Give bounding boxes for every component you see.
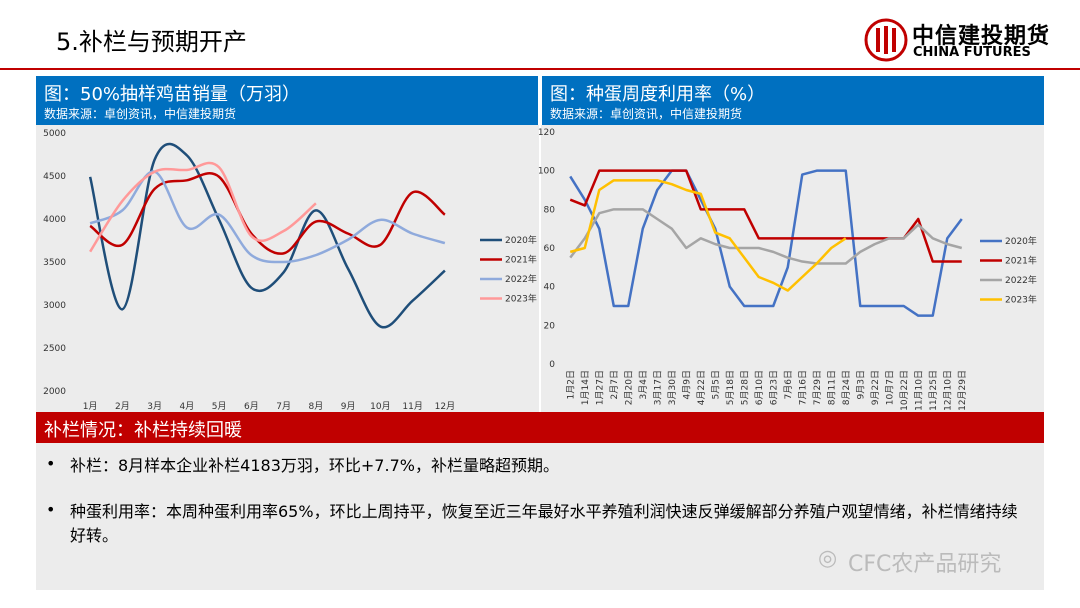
x-tick-label: 5月 <box>212 401 227 412</box>
legend-label: 2021年 <box>1005 255 1037 267</box>
y-tick-label: 3000 <box>43 301 66 311</box>
x-tick-label: 2月7日 <box>609 370 620 399</box>
divider <box>539 76 541 412</box>
x-tick-label: 11月10日 <box>913 370 924 411</box>
bullet-text: 种蛋利用率：本周种蛋利用率65%，环比上周持平，恢复至近三年最好水平养殖利润快速… <box>70 502 1018 545</box>
y-tick-label: 40 <box>544 283 556 293</box>
charts: 2000 2500 3000 3500 4000 4500 5000 1月 2月 3月 4月 5月 6月… <box>43 128 1037 412</box>
x-tick-label: 3月17日 <box>652 370 663 405</box>
chart-source: 数据来源：卓创资讯，中信建投期货 <box>44 107 237 121</box>
series-line <box>569 169 963 317</box>
x-tick-label: 5月5日 <box>710 370 721 399</box>
x-tick-label: 3月30日 <box>667 370 678 405</box>
x-tick-label: 8月11日 <box>826 370 837 405</box>
x-tick-label: 9月 <box>341 401 356 412</box>
x-tick-label: 4月9日 <box>681 370 692 399</box>
x-tick-label: 12月29日 <box>957 370 968 411</box>
x-tick-label: 7月16日 <box>797 370 808 405</box>
logo-text: 中信建投期货 <box>912 24 1051 49</box>
slide-title: 5.补栏与预期开产 <box>56 28 247 56</box>
x-tick-label: 1月2日 <box>565 370 576 399</box>
y-tick-label: 5000 <box>43 129 66 139</box>
x-tick-label: 12月 <box>435 401 455 412</box>
x-tick-label: 2月20日 <box>623 370 634 405</box>
y-tick-label: 2000 <box>43 387 66 397</box>
x-tick-label: 11月25日 <box>928 370 939 411</box>
x-tick-label: 4月 <box>180 401 195 412</box>
chart-source: 数据来源：卓创资讯，中信建投期货 <box>550 107 743 121</box>
x-tick-label: 6月 <box>244 401 259 412</box>
x-tick-label: 10月 <box>370 401 390 412</box>
y-tick-label: 60 <box>544 244 556 254</box>
y-tick-label: 4500 <box>43 172 66 182</box>
x-tick-label: 7月29日 <box>812 370 823 405</box>
bullet-dot: • <box>46 454 56 473</box>
series-line <box>569 169 962 263</box>
x-tick-label: 9月3日 <box>855 370 866 399</box>
x-tick-label: 6月10日 <box>754 370 765 405</box>
x-tick-label: 4月22日 <box>696 370 707 405</box>
bullet-text: 补栏：8月样本企业补栏4183万羽，环比+7.7%，补栏量略超预期。 <box>70 456 559 475</box>
summary-bar <box>36 412 1044 443</box>
x-tick-label: 7月6日 <box>783 370 794 399</box>
x-tick-label: 11月 <box>402 401 422 412</box>
title-bar <box>542 76 1044 125</box>
y-tick-label: 20 <box>544 321 556 331</box>
chart-title: 图：50%抽样鸡苗销量（万羽） <box>44 84 301 105</box>
title-bar <box>36 76 538 125</box>
x-tick-label: 9月22日 <box>870 370 881 405</box>
series-line <box>88 142 446 329</box>
legend-label: 2022年 <box>505 273 537 285</box>
series-line <box>569 208 963 265</box>
watermark-icon: ◎ <box>818 546 838 571</box>
logo-en: CHINA FUTURES <box>913 45 1031 60</box>
legend-label: 2023年 <box>505 293 537 305</box>
summary-title: 补栏情况：补栏持续回暖 <box>44 420 242 441</box>
series-line <box>569 179 847 292</box>
series-line <box>89 172 446 255</box>
legend-label: 2020年 <box>505 234 537 246</box>
x-tick-label: 7月 <box>276 401 291 412</box>
logo-icon <box>864 18 908 62</box>
legend-label: 2023年 <box>1005 294 1037 306</box>
legend-label: 2022年 <box>1005 274 1037 286</box>
y-tick-label: 0 <box>549 360 555 370</box>
bullet-dot: • <box>46 500 56 519</box>
x-tick-label: 6月23日 <box>768 370 779 405</box>
y-tick-label: 100 <box>538 167 555 177</box>
x-tick-label: 5月18日 <box>725 370 736 405</box>
y-tick-label: 4000 <box>43 215 66 225</box>
summary-body <box>36 443 1044 590</box>
legend-label: 2021年 <box>505 254 537 266</box>
x-tick-label: 1月 <box>83 401 98 412</box>
y-tick-label: 120 <box>538 128 555 138</box>
x-tick-label: 3月 <box>147 401 162 412</box>
x-tick-label: 12月10日 <box>942 370 953 411</box>
y-tick-label: 80 <box>544 205 556 215</box>
x-tick-label: 8月24日 <box>841 370 852 405</box>
y-tick-label: 3500 <box>43 258 66 268</box>
x-tick-label: 8月 <box>309 401 324 412</box>
chart-title: 图：种蛋周度利用率（%） <box>550 84 766 105</box>
x-tick-label: 1月14日 <box>580 370 591 405</box>
x-tick-label: 3月4日 <box>638 370 649 399</box>
x-tick-label: 10月22日 <box>899 370 910 411</box>
x-tick-label: 2月 <box>115 401 130 412</box>
legend-label: 2020年 <box>1005 235 1037 247</box>
series-line <box>89 161 317 253</box>
y-tick-label: 2500 <box>43 344 66 354</box>
x-tick-label: 5月28日 <box>739 370 750 405</box>
watermark: CFC农产品研究 <box>848 552 1002 577</box>
header-rule <box>0 68 1080 70</box>
x-tick-label: 1月27日 <box>594 370 605 405</box>
x-tick-label: 10月7日 <box>884 370 895 405</box>
